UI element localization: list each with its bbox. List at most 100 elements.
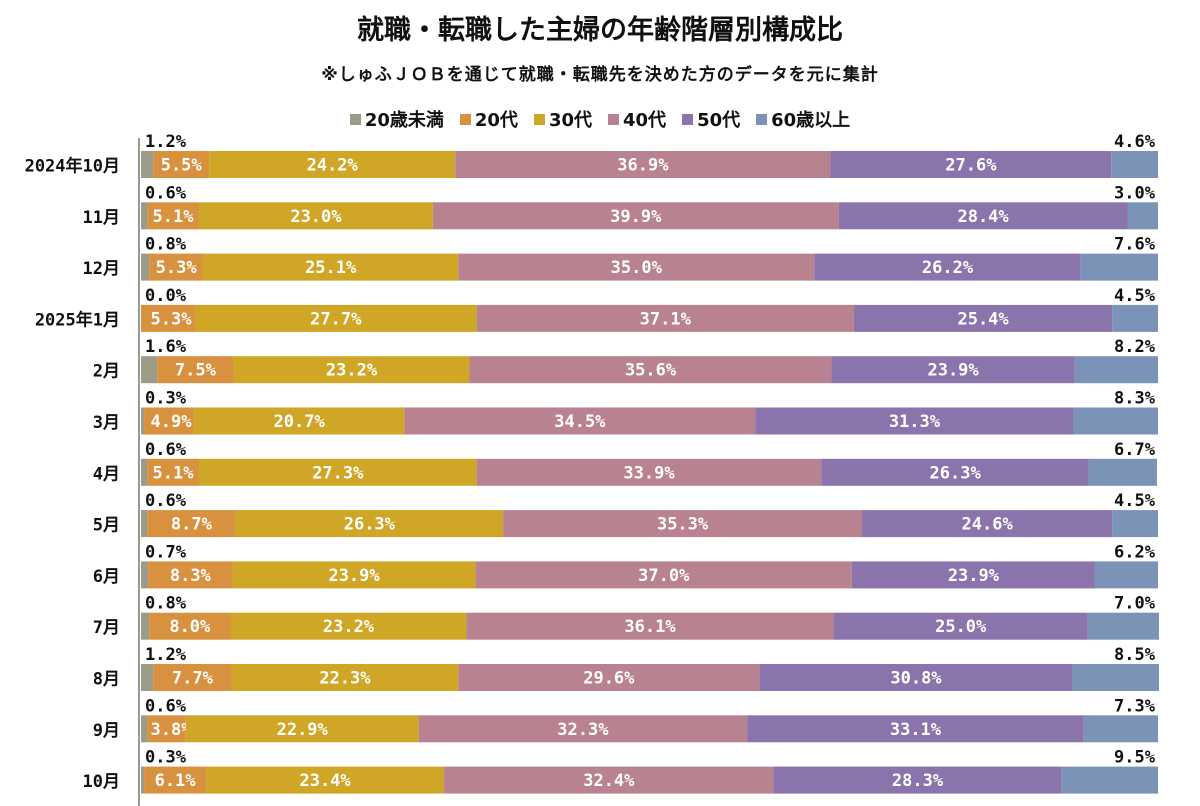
bar-segment (1111, 151, 1158, 178)
data-label: 0.6% (145, 491, 187, 511)
data-label: 25.1% (305, 258, 357, 278)
legend-item: 30代 (533, 106, 592, 132)
legend: 20歳未満 20代 30代 40代 50代 60歳以上 (0, 106, 1200, 132)
data-label: 33.1% (890, 720, 942, 740)
data-label: 8.3% (170, 566, 212, 586)
data-label: 7.7% (172, 669, 214, 689)
bar-segment (144, 407, 194, 435)
data-label: 6.7% (1114, 440, 1156, 460)
data-label: 35.6% (625, 361, 677, 381)
bar-segment (1072, 664, 1160, 691)
data-label: 3.0% (1114, 183, 1156, 203)
bar-segment (232, 561, 476, 589)
bar-segment (853, 304, 1113, 332)
bar-segment (469, 356, 832, 384)
bar-segment (147, 202, 199, 230)
bar-segment (231, 664, 459, 691)
bar-segment (149, 612, 231, 640)
legend-label: 40代 (623, 110, 667, 131)
category-label: 9月 (93, 721, 120, 741)
category-label: 12月 (83, 259, 120, 279)
category-label: 6月 (93, 567, 120, 587)
data-label: 26.3% (930, 463, 982, 483)
legend-item: 50代 (682, 106, 740, 132)
bar-segment (198, 202, 433, 230)
bar-segment (141, 510, 148, 538)
data-label: 25.4% (957, 309, 1009, 329)
data-label: 23.9% (328, 566, 380, 586)
category-label: 8月 (93, 670, 120, 690)
bar-segment (147, 458, 199, 486)
data-label: 1.2% (145, 132, 187, 152)
bar-segment (144, 766, 207, 794)
bar-segment (1127, 202, 1158, 230)
bar-segment (432, 202, 839, 230)
data-label: 23.0% (290, 207, 342, 227)
bar-segment (1074, 356, 1158, 384)
bar-segment (148, 561, 233, 589)
bar-segment (1083, 715, 1158, 743)
bar-segment (1088, 458, 1157, 486)
data-label: 0.3% (145, 389, 187, 409)
bar-segment (209, 151, 456, 178)
data-label: 37.1% (640, 309, 692, 329)
data-label: 5.3% (151, 309, 193, 329)
bar-segment (157, 356, 234, 384)
category-label: 7月 (93, 618, 120, 638)
bar-segment (141, 561, 149, 589)
data-label: 28.3% (892, 771, 944, 791)
data-label: 3.8% (151, 720, 193, 740)
legend-label: 50代 (697, 110, 741, 131)
legend-label: 20歳未満 (364, 110, 444, 131)
data-label: 23.2% (326, 361, 378, 381)
data-label: 1.6% (145, 337, 187, 357)
chart-title: 就職・転職した主婦の年齢階層別構成比 (357, 15, 843, 46)
bar-segment (141, 202, 148, 230)
data-label: 0.8% (145, 594, 187, 614)
bar-segment (141, 407, 145, 435)
data-label: 34.5% (554, 412, 606, 432)
data-label: 0.0% (145, 286, 187, 306)
data-label: 31.3% (889, 412, 941, 432)
data-label: 8.3% (1114, 389, 1156, 409)
legend-label: 20代 (474, 110, 518, 131)
data-label: 4.6% (1114, 132, 1156, 152)
data-label: 6.2% (1114, 542, 1156, 562)
data-label: 22.3% (319, 669, 371, 689)
data-label: 39.9% (610, 207, 662, 227)
data-label: 23.4% (299, 771, 351, 791)
data-label: 28.4% (957, 207, 1009, 227)
legend-item: 40代 (608, 106, 666, 132)
data-label: 5.1% (153, 463, 195, 483)
bar-segment (455, 151, 831, 178)
data-label: 7.3% (1114, 696, 1156, 716)
data-label: 32.3% (557, 720, 609, 740)
bar-segment (1112, 304, 1158, 332)
bar-segment (141, 766, 145, 794)
data-label: 23.9% (927, 361, 979, 381)
category-label: 3月 (93, 413, 120, 433)
bar-segment (1094, 561, 1158, 589)
data-label: 37.0% (638, 566, 690, 586)
category-label: 2月 (93, 362, 120, 382)
data-label: 35.0% (611, 258, 663, 278)
data-label: 7.5% (175, 361, 217, 381)
data-label: 35.3% (657, 515, 709, 535)
bar-segment (838, 202, 1128, 230)
bar-segment (458, 664, 760, 691)
bar-segment (1087, 612, 1160, 640)
data-label: 27.6% (945, 156, 997, 176)
category-label: 5月 (93, 516, 120, 536)
data-label: 4.5% (1114, 286, 1156, 306)
data-label: 26.3% (344, 515, 396, 535)
category-label: 2025年1月 (35, 309, 120, 330)
data-label: 23.9% (948, 566, 1000, 586)
bar-segment (814, 253, 1081, 281)
category-label: 2024年10月 (25, 156, 120, 177)
bar-segment (185, 715, 419, 743)
bar-segment (475, 561, 852, 589)
bar-segment (1080, 253, 1158, 281)
bar-segment (194, 304, 477, 332)
data-label: 0.6% (145, 440, 187, 460)
data-label: 29.6% (583, 669, 635, 689)
